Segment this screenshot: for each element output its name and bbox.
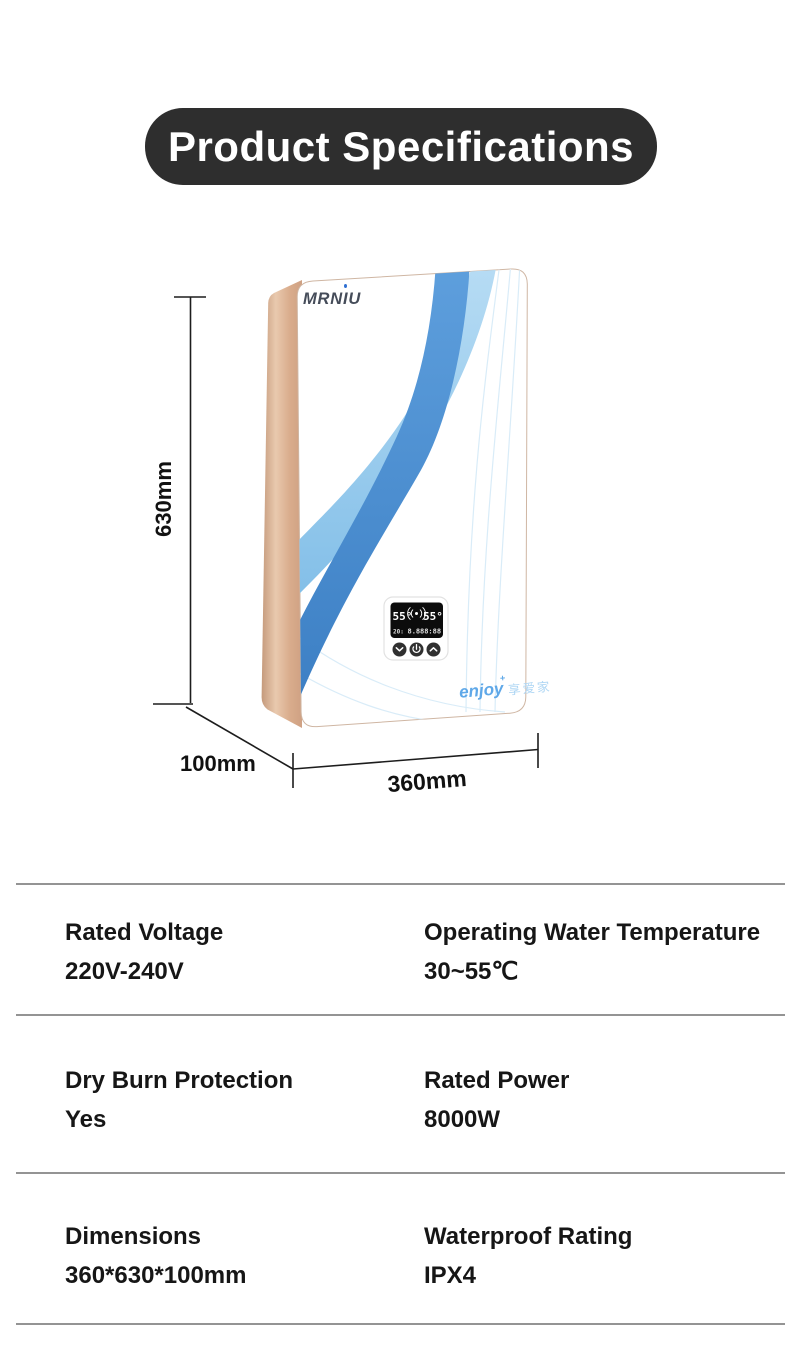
lcd-temp-left: 55° [393,610,413,623]
spec-label: Dimensions [65,1223,202,1250]
dark-blue-ribbon [297,268,470,706]
divider [16,1323,785,1325]
control-panel: 55° 55° 20: 8.8 88:88 [383,596,449,661]
lcd-display [390,602,443,638]
decorative-wave-graphics [297,268,521,723]
enjoy-logo-text: enjoy [458,679,505,702]
spec-label: Waterproof Rating [424,1223,633,1250]
divider [16,883,785,885]
water-drop-icon [344,284,347,288]
product-side-panel [261,280,302,728]
spec-label: Dry Burn Protection [65,1067,294,1094]
page-title-banner: Product Specifications [145,108,657,185]
page-title: Product Specifications [167,122,635,170]
signal-waves-icon [407,607,426,620]
lcd-temp-right: 55° [423,610,443,623]
width-dimension-label: 360mm [386,765,467,797]
spec-label: Rated Voltage [65,919,224,946]
lcd-bottom-mid: 8.8 [408,628,421,636]
depth-dimension-label: 100mm [180,751,256,776]
spec-value: 360*630*100mm [65,1262,247,1289]
enjoy-logo-cn: 享爱家 [507,679,552,698]
spec-value: 30~55℃ [424,958,519,985]
power-icon [412,643,421,653]
chevron-down-icon [395,647,404,652]
lcd-bottom-left: 20: [393,629,404,636]
spec-value: 220V-240V [65,958,184,985]
width-dimension-line [292,748,539,770]
panel-button-down [392,642,407,657]
dimension-annotations [153,296,539,788]
spec-label: Rated Power [424,1067,570,1094]
spec-rated-power: Rated Power 8000W [424,1068,569,1133]
enjoy-logo: enjoy + 享爱家 [458,673,552,702]
spec-value: 8000W [424,1106,501,1133]
spec-dry-burn-protection: Dry Burn Protection Yes [65,1068,293,1133]
spec-value: Yes [65,1106,107,1133]
brand-logo: MRNIU [303,284,361,308]
divider [16,1014,785,1016]
brand-logo-text: MRNIU [303,290,361,308]
product-figure: MRNIU 55° 55° 20: 8.8 88:88 [151,268,552,797]
lcd-bottom-right: 88:88 [420,628,441,636]
spec-rated-voltage: Rated Voltage 220V-240V [65,920,223,985]
spec-value: IPX4 [424,1262,477,1289]
spec-waterproof-rating: Waterproof Rating IPX4 [424,1224,632,1289]
product-front-panel [296,268,528,728]
depth-dimension-line [185,706,294,770]
spec-label: Operating Water Temperature [424,919,761,946]
height-dimension-label: 630mm [151,461,176,537]
panel-button-power [409,642,424,657]
divider [16,1172,785,1174]
spec-dimensions: Dimensions 360*630*100mm [65,1224,247,1289]
chevron-up-icon [429,647,438,652]
panel-button-up [426,642,441,657]
spec-water-temperature: Operating Water Temperature 30~55℃ [424,920,760,985]
enjoy-logo-mark: + [500,673,506,683]
